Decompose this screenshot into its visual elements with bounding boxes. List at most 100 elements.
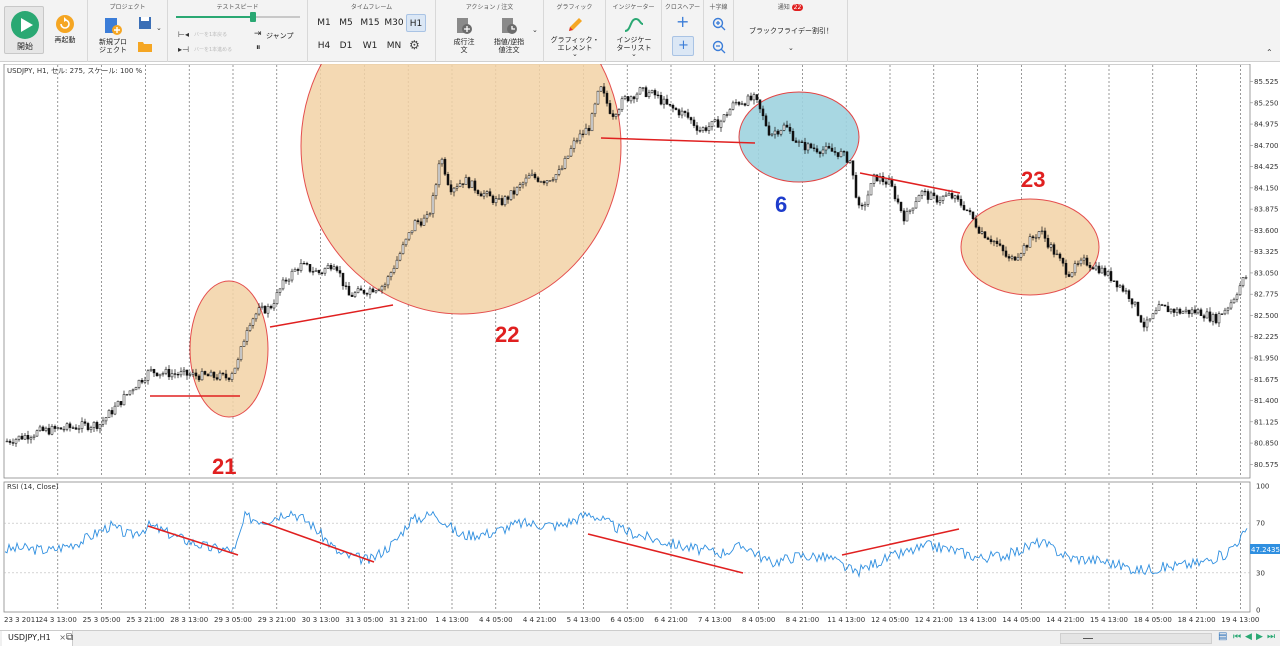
price-tick-label: 85.525 <box>1254 78 1279 86</box>
chart-svg[interactable]: 21 22 6 23 USDJPY, H1, セル: 275, スケール: 10… <box>0 0 1280 630</box>
candle-body <box>662 98 666 105</box>
save-icon[interactable] <box>138 16 152 30</box>
notice-text[interactable]: ブラックフライデー割引！ <box>749 27 833 35</box>
time-tick-label: 13 4 13:00 <box>959 616 997 624</box>
candle-body <box>143 380 147 383</box>
candle-body <box>515 187 519 195</box>
candle-body <box>689 117 693 121</box>
save-chevron-down-icon[interactable]: ⌄ <box>156 24 162 32</box>
collapse-ribbon-icon[interactable]: ⌃ <box>1266 48 1273 57</box>
tf-m30[interactable]: M30 <box>384 18 404 28</box>
candle-body <box>644 87 648 97</box>
candle-body <box>269 306 273 309</box>
actions-chevron-down-icon[interactable]: ⌄ <box>532 26 538 34</box>
tf-d1[interactable]: D1 <box>339 41 353 51</box>
speed-slider[interactable] <box>176 12 300 22</box>
jump-icon[interactable]: ⇥ <box>254 29 262 39</box>
scroll-next-icon[interactable]: ▶ <box>1256 632 1263 642</box>
candle-body <box>107 410 111 418</box>
open-folder-icon[interactable] <box>138 40 152 52</box>
candle-body <box>542 181 546 184</box>
tf-w1[interactable]: W1 <box>362 41 378 51</box>
rsi-tick-label: 100 <box>1256 483 1269 491</box>
crosshair-magnet-button[interactable]: + <box>672 36 694 56</box>
candle-body <box>533 173 537 179</box>
scroll-last-icon[interactable]: ⏭ <box>1267 632 1276 642</box>
step-forward-icon[interactable]: ▸⊣ <box>178 45 189 54</box>
candle-body <box>1115 280 1119 288</box>
candle-body <box>104 417 108 422</box>
candle-body <box>944 194 948 197</box>
candle-body <box>224 373 228 379</box>
candle-body <box>74 427 78 430</box>
graphics-chevron-down-icon[interactable]: ⌄ <box>572 50 578 58</box>
candle-body <box>956 195 960 200</box>
candle-body <box>725 114 729 116</box>
crosshair-icon[interactable]: + <box>676 12 690 31</box>
candle-body <box>1088 264 1092 268</box>
candle-body <box>938 200 942 203</box>
horizontal-scrollbar[interactable] <box>1060 633 1212 644</box>
new-project-label-1: 新規プロ <box>99 38 127 46</box>
graphic-elements-button[interactable]: グラフィック・ エレメント ⌄ <box>548 14 602 58</box>
chart-settings-icon[interactable]: ▤ <box>1218 631 1228 642</box>
rsi-divergence-3 <box>587 533 744 574</box>
candle-body <box>476 190 480 194</box>
jump-label[interactable]: ジャンプ <box>266 32 294 40</box>
pause-icon[interactable]: ⏸ <box>256 43 261 53</box>
scroll-prev-icon[interactable]: ◀ <box>1245 632 1252 642</box>
time-tick-label: 7 4 13:00 <box>698 616 732 624</box>
restart-icon <box>56 15 74 33</box>
tf-h1[interactable]: H1 <box>406 14 426 32</box>
candle-body <box>1151 313 1155 320</box>
candle-body <box>491 195 495 203</box>
new-window-icon[interactable]: ⧉ <box>66 632 74 643</box>
pending-order-button[interactable]: 指値/逆指 値注文 <box>488 14 530 58</box>
speed-slider-thumb[interactable] <box>249 12 256 22</box>
new-project-button[interactable]: 新規プロ ジェクト <box>96 14 130 56</box>
scrollbar-thumb[interactable] <box>1083 638 1093 639</box>
timeframe-settings-gear-icon[interactable]: ⚙ <box>409 38 420 52</box>
zoom-out-icon[interactable] <box>712 40 726 54</box>
chart-tab[interactable]: USDJPY,H1 × <box>2 631 73 646</box>
candle-body <box>11 442 15 444</box>
candle-body <box>1175 308 1179 313</box>
step-back-icon[interactable]: ⊢◂ <box>178 30 189 39</box>
time-tick-label: 8 4 05:00 <box>742 616 776 624</box>
tf-m15[interactable]: M15 <box>360 18 380 28</box>
candle-body <box>629 96 633 102</box>
scroll-first-icon[interactable]: ⏮ <box>1233 632 1242 642</box>
restart-button[interactable]: 再起動 <box>48 12 82 52</box>
candle-body <box>587 127 591 132</box>
candle-body <box>563 158 567 169</box>
candle-body <box>710 120 714 127</box>
candle-body <box>473 180 477 191</box>
market-order-button[interactable]: 成行注 文 <box>444 14 484 58</box>
candle-body <box>14 439 18 444</box>
trendline-6 <box>600 137 756 144</box>
candle-body <box>329 265 333 270</box>
candle-body <box>431 195 435 214</box>
tf-mn[interactable]: MN <box>386 41 402 51</box>
candle-body <box>353 292 357 297</box>
candle-body <box>857 197 861 206</box>
candle-body <box>812 147 816 149</box>
candle-body <box>1022 245 1026 254</box>
candle-body <box>761 108 765 117</box>
chart-tab-close-icon[interactable]: × <box>59 633 66 642</box>
tf-m1[interactable]: M1 <box>317 18 331 28</box>
indicator-list-button[interactable]: インジケー ターリスト ⌄ <box>610 14 658 58</box>
tf-h4[interactable]: H4 <box>317 41 331 51</box>
chart-area[interactable]: 21 22 6 23 USDJPY, H1, セル: 275, スケール: 10… <box>0 0 1280 630</box>
candle-body <box>1130 298 1134 305</box>
candles-layer <box>5 83 1248 447</box>
tf-m5[interactable]: M5 <box>339 18 353 28</box>
indicators-chevron-down-icon[interactable]: ⌄ <box>631 50 637 58</box>
zoom-in-icon[interactable] <box>712 17 726 31</box>
candle-body <box>614 114 618 117</box>
notice-chevron-down-icon[interactable]: ⌄ <box>788 44 794 52</box>
start-button[interactable]: 開始 <box>4 6 44 54</box>
pencil-icon <box>569 18 582 31</box>
candle-body <box>1157 304 1161 311</box>
actions-group: アクション / 注文 成行注 文 指値/逆指 値注文 ⌄ <box>436 0 544 62</box>
